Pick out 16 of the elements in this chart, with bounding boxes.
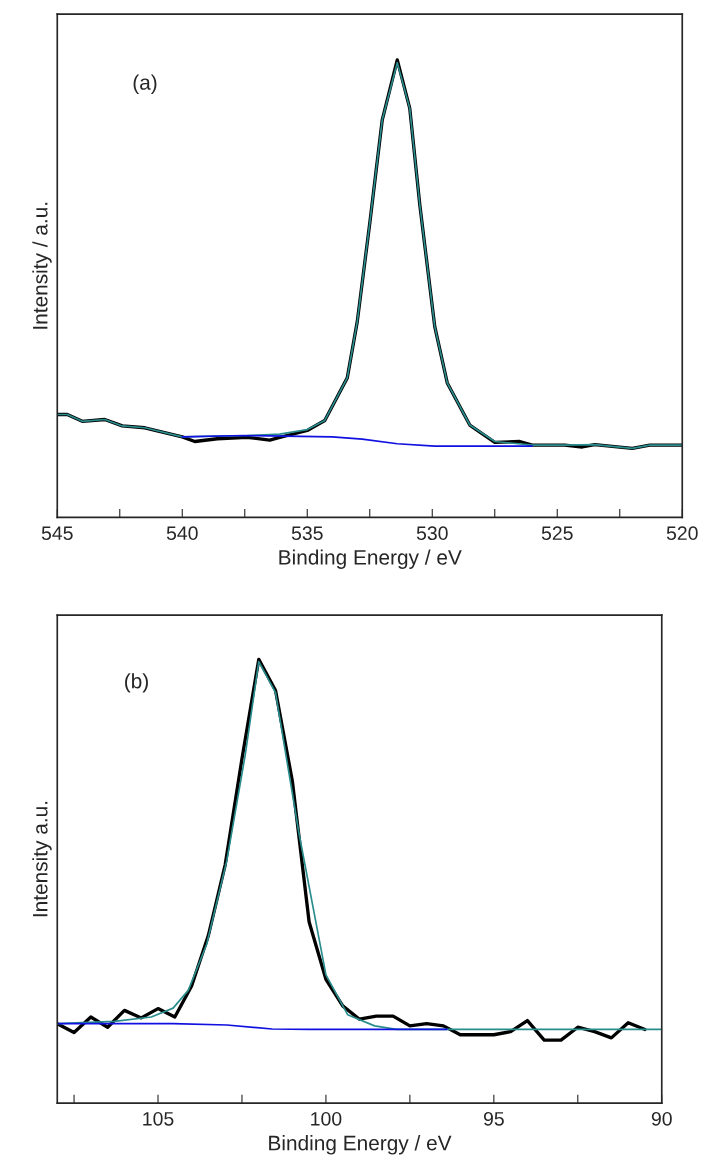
x-tick-label: 540	[166, 526, 198, 541]
x-tick-label: 520	[666, 526, 698, 541]
x-tick-label: 545	[41, 526, 73, 541]
annotation: (a)	[133, 74, 157, 94]
x-tick-label: 100	[311, 1111, 342, 1126]
x-tick-label: 95	[483, 1111, 504, 1126]
x-tick-label: 525	[541, 526, 573, 541]
annotation: (b)	[125, 673, 148, 693]
x-tick-label: 535	[291, 526, 323, 541]
x-axis-title: Binding Energy / eV	[279, 549, 462, 569]
x-tick-label: 90	[651, 1111, 672, 1126]
y-axis-title: Intensity / a.u.	[32, 202, 52, 329]
y-axis-title: Intensity a.u.	[32, 801, 52, 917]
x-tick-label: 530	[416, 526, 448, 541]
x-tick-label: 105	[143, 1111, 174, 1126]
x-axis-title: Binding Energy / eV	[269, 1135, 452, 1155]
